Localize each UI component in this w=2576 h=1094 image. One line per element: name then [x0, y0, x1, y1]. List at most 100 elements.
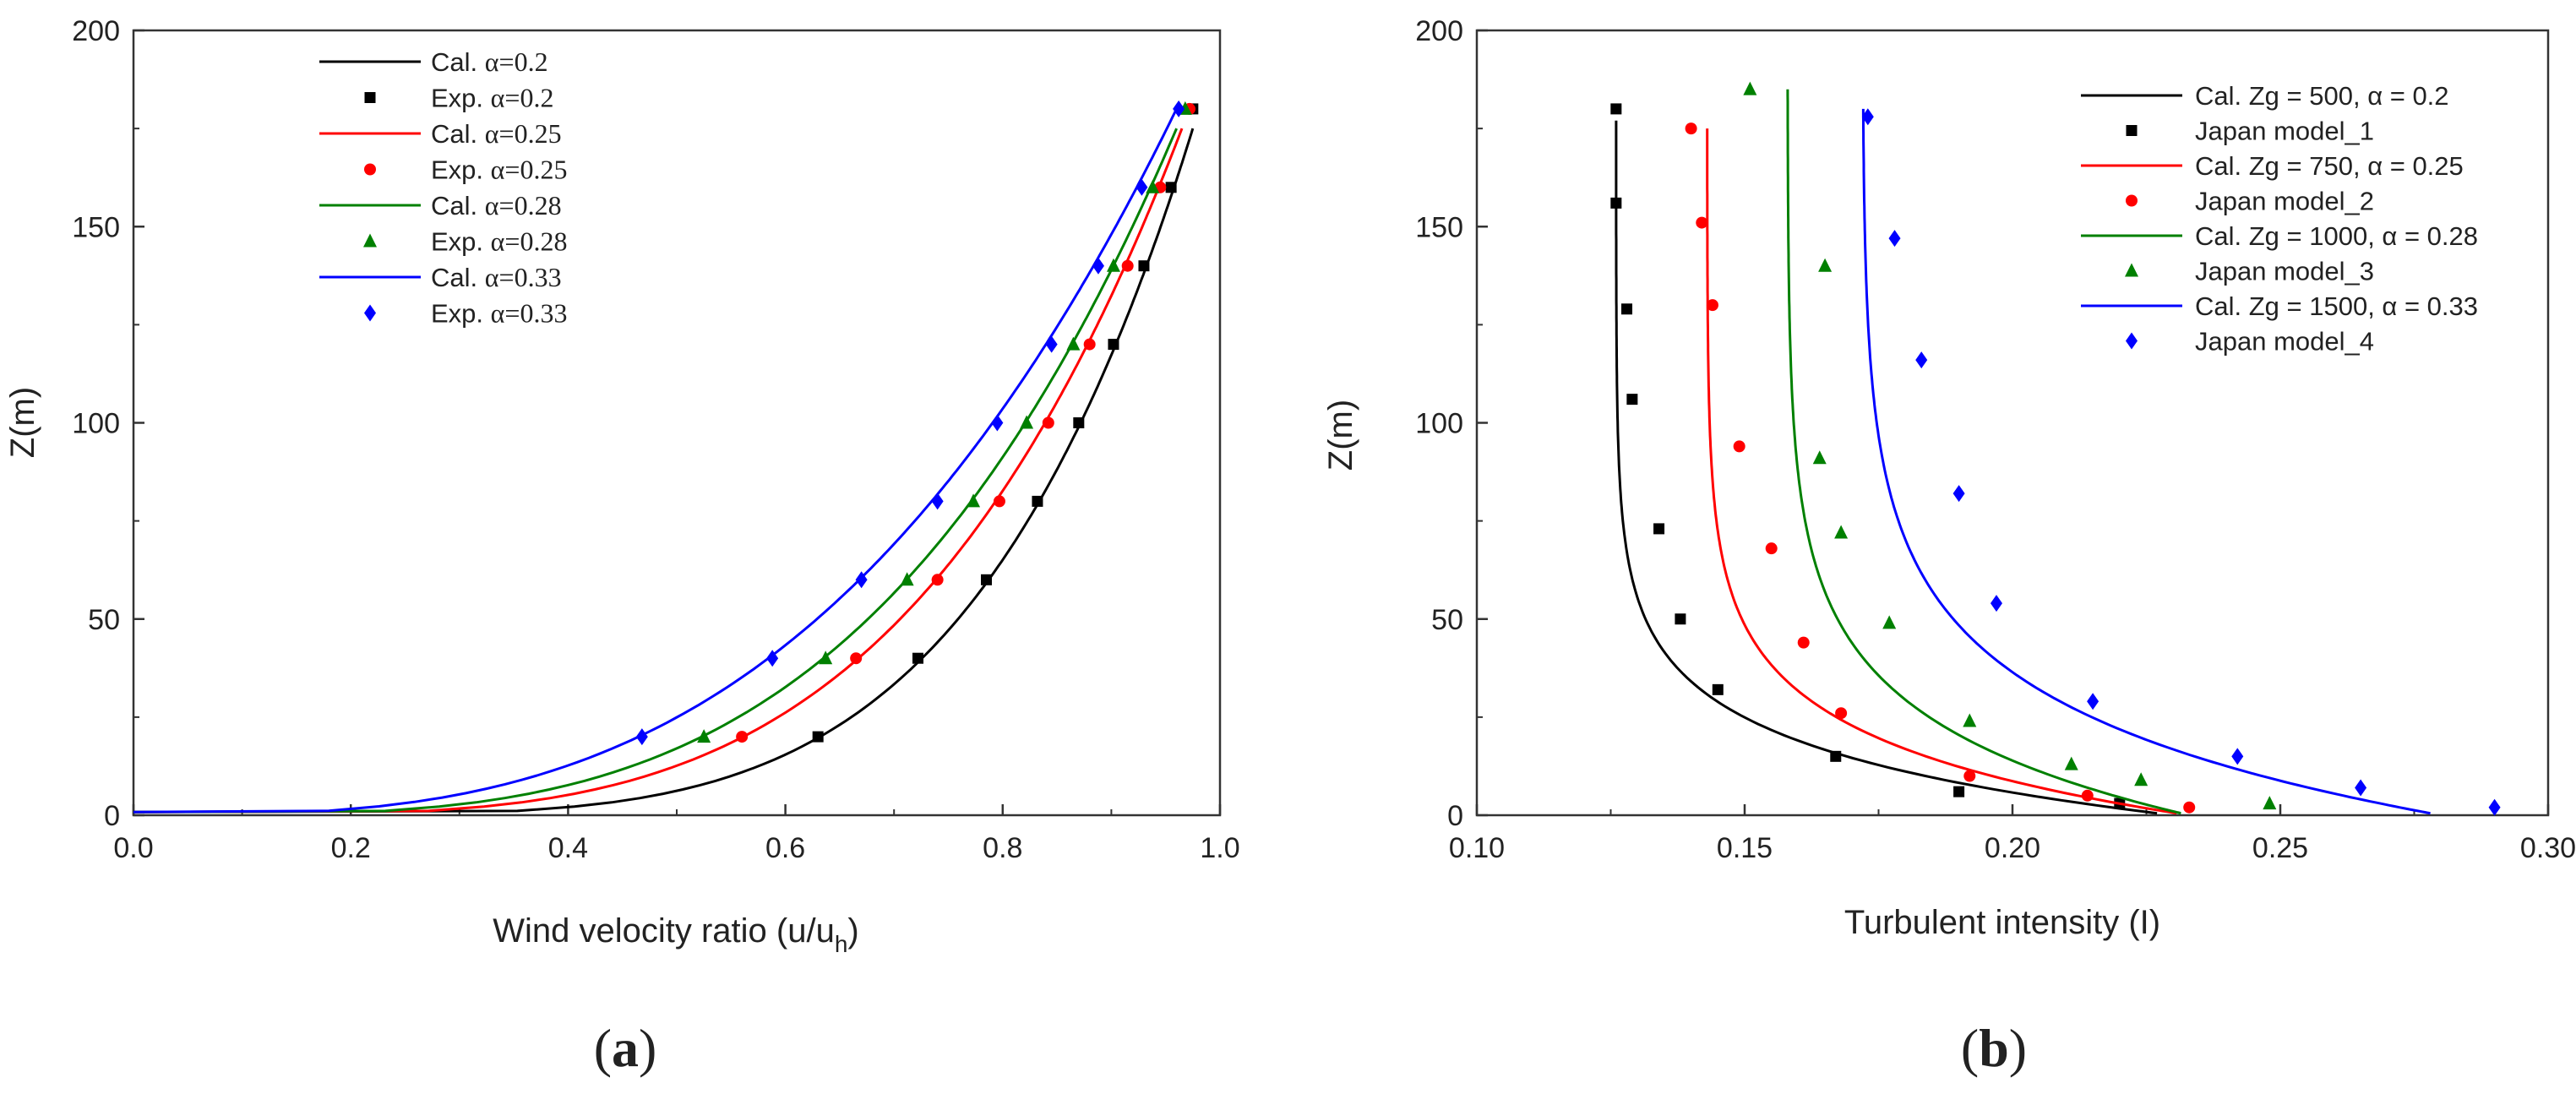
chart-a-legend-label: Exp. α=0.2 [431, 83, 553, 113]
chart-b: 0.10 0.15 0.20 0.25 0.30 0 50 100 150 200 Cal. Zg… [1322, 15, 2576, 1078]
chart-b-data-point [1963, 770, 1976, 782]
chart-a-panel-label: (a) [594, 1018, 657, 1078]
chart-b-legend-label: Japan model_3 [2195, 257, 2374, 286]
chart-a-data-point [812, 731, 824, 743]
chart-a-data-point [931, 493, 944, 510]
chart-a-data-point [1173, 100, 1185, 117]
chart-b-data-point [1743, 81, 1757, 95]
chart-a-legend-label: Exp. α=0.33 [431, 298, 567, 329]
chart-a-x-tick-label: 0.0 [113, 832, 153, 864]
chart-b-data-point [1621, 303, 1633, 315]
chart-b-series-line-2 [1706, 128, 2177, 815]
chart-a-data-point [1108, 339, 1119, 351]
chart-a-data-point [981, 574, 993, 585]
chart-b-data-point [1818, 258, 1833, 272]
chart-a-data-point [1045, 335, 1058, 353]
chart-b-y-tick-label: 100 [1415, 408, 1463, 440]
chart-b-data-point [2231, 748, 2244, 765]
chart-b-series-line-0 [1615, 120, 2158, 815]
chart-b-data-point [2081, 789, 2094, 802]
chart-a-data-point [931, 574, 944, 586]
chart-b-data-point [1797, 636, 1810, 649]
chart-b-data-point [1953, 786, 1965, 797]
chart-a-x-axis-label: Wind velocity ratio (u/uh) [493, 912, 859, 957]
chart-a-y-tick-label: 200 [72, 15, 120, 47]
chart-a-data-point [635, 728, 648, 746]
chart-a-legend-label: Exp. α=0.25 [431, 155, 567, 185]
chart-a-data-point [819, 650, 833, 665]
chart-b-data-point [2064, 756, 2078, 770]
chart-b-legend: Cal. Zg = 500, α = 0.2 Japan model_1 Cal. … [2081, 81, 2478, 357]
chart-a-data-point [697, 729, 711, 743]
chart-a-data-point [850, 652, 863, 665]
chart-b-x-tick-label: 0.15 [1717, 832, 1773, 864]
chart-b-data-point [2355, 779, 2367, 797]
chart-a-data-point [855, 571, 868, 589]
chart-b-panel-label: (b) [1961, 1018, 2027, 1078]
chart-b-legend-label: Cal. Zg = 750, α = 0.25 [2195, 151, 2464, 181]
chart-b-data-point [1696, 216, 1708, 229]
chart-a-data-point [1165, 182, 1177, 193]
chart-a-legend-label: Cal. α=0.28 [431, 190, 562, 220]
chart-b-data-point [1835, 707, 1848, 720]
chart-a-data-point [1032, 495, 1043, 507]
chart-a-data-point [1042, 416, 1054, 429]
chart-a-data-point [1083, 338, 1096, 351]
chart-b-series [1610, 81, 2501, 816]
chart-b-data-point [1882, 615, 1897, 629]
chart-a-data-point [967, 493, 981, 508]
chart-a-data-point [1066, 336, 1081, 351]
chart-b-data-point [2183, 801, 2196, 814]
chart-b-data-point [1834, 525, 1849, 539]
chart-b-data-point [2134, 772, 2148, 786]
chart-b-data-point [1706, 299, 1718, 312]
chart-b-data-point [1675, 613, 1686, 625]
chart-b-legend-swatch [2126, 332, 2138, 350]
chart-a-y-tick-label: 50 [88, 604, 120, 636]
chart-b-data-point [1610, 103, 1622, 115]
chart-a-legend-swatch [363, 233, 377, 248]
chart-a-ticks: 0.0 0.2 0.4 0.6 0.8 1.0 0 50 100 150 200 [72, 15, 1239, 864]
chart-b-y-tick-label: 50 [1431, 604, 1463, 636]
chart-a-x-tick-label: 0.4 [548, 832, 588, 864]
chart-a-x-tick-label: 0.6 [765, 832, 805, 864]
chart-b-x-tick-label: 0.20 [1985, 832, 2040, 864]
chart-b-plot-frame [1475, 29, 2550, 817]
chart-a-data-point [1073, 417, 1085, 428]
chart-b-legend-label: Japan model_2 [2195, 187, 2374, 216]
chart-b-legend-label: Japan model_4 [2195, 327, 2374, 357]
chart-b-legend-swatch [2126, 194, 2138, 207]
chart-a-legend-label: Cal. α=0.33 [431, 262, 562, 292]
chart-b-data-point [1812, 450, 1827, 465]
chart-a-data-point [766, 650, 779, 667]
chart-b-data-point [1990, 595, 2002, 612]
chart-a-data-point [1136, 178, 1148, 196]
chart-a-legend-swatch [364, 304, 376, 322]
chart-a-y-tick-label: 0 [104, 800, 120, 832]
chart-a-series-line-2 [133, 128, 1184, 814]
chart-a-y-tick-label: 150 [72, 211, 120, 243]
chart-b-series-line-4 [1786, 89, 2181, 815]
chart-a-data-point [993, 495, 1005, 508]
chart-b-data-point [1830, 750, 1842, 762]
chart-a-legend: Cal. α=0.2 Exp. α=0.2 Cal. α=0.25 Exp. α=0.… [319, 46, 567, 329]
chart-a-series-line-0 [133, 128, 1195, 814]
chart-b-ticks: 0.10 0.15 0.20 0.25 0.30 0 50 100 150 200 [1415, 15, 2576, 864]
chart-a-data-point [1146, 179, 1160, 193]
chart-b-data-point [1685, 122, 1697, 135]
chart-b-data-point [2263, 796, 2277, 810]
chart-b-legend-swatch [2125, 263, 2138, 277]
chart-b-data-point [1610, 197, 1622, 209]
chart-a-series [133, 100, 1199, 814]
chart-a-plot-frame [132, 29, 1222, 817]
chart-a-y-tick-label: 100 [72, 408, 120, 440]
chart-a: 0.0 0.2 0.4 0.6 0.8 1.0 0 50 100 150 200 Cal. α=0.… [4, 15, 1240, 1078]
chart-a-x-tick-label: 1.0 [1200, 832, 1239, 864]
chart-b-data-point [1765, 542, 1778, 555]
chart-b-data-point [1888, 230, 1901, 248]
chart-b-data-point [1626, 394, 1638, 405]
chart-a-data-point [1106, 258, 1120, 272]
chart-a-series-line-6 [133, 108, 1178, 814]
